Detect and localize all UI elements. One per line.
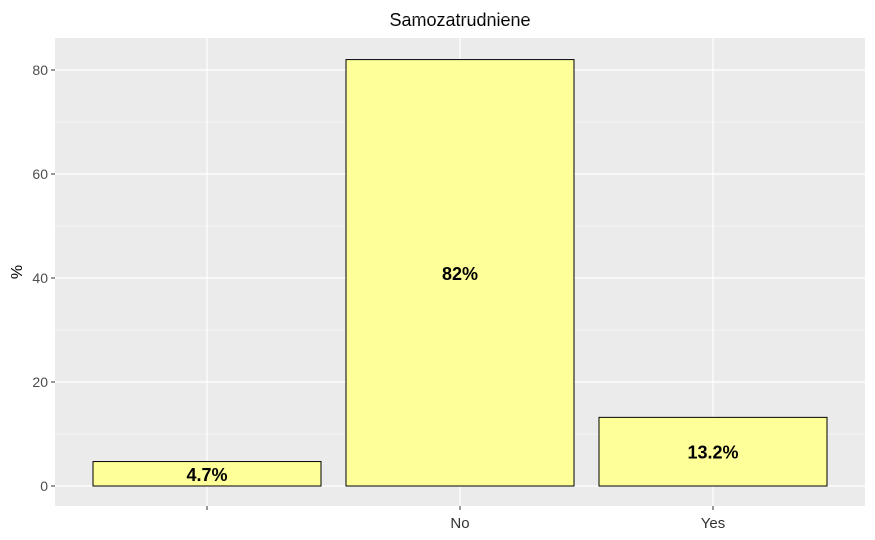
- y-tick-label: 20: [32, 374, 48, 390]
- bar-yes: [598, 416, 828, 487]
- y-tick-label: 40: [32, 270, 48, 286]
- bar-no: [345, 59, 575, 487]
- y-tick-label: 60: [32, 166, 48, 182]
- y-axis-label: %: [9, 265, 26, 279]
- y-tick-label: 0: [40, 478, 48, 494]
- plot-area: 0 20 40 60 80 4.7% 82% 13.2% No Yes: [32, 17, 865, 532]
- data-label: 4.7%: [186, 465, 227, 485]
- bar-blank: [92, 461, 322, 487]
- y-tick-label: 80: [32, 62, 48, 78]
- chart-title: Samozatrudniene: [389, 10, 530, 30]
- x-tick-label: No: [450, 515, 469, 532]
- x-tick-label: Yes: [701, 515, 725, 532]
- data-label: 13.2%: [687, 443, 738, 463]
- data-label: 82%: [442, 264, 478, 284]
